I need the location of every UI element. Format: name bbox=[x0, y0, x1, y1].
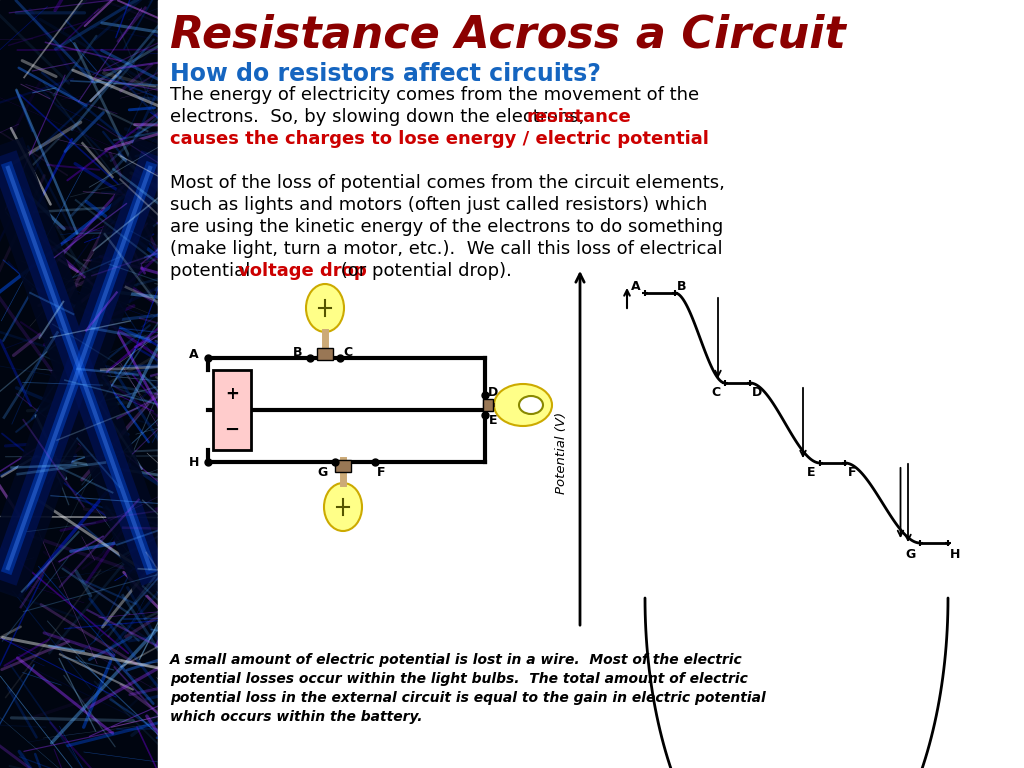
Text: voltage drop: voltage drop bbox=[238, 262, 367, 280]
Bar bbox=[0, 0, 158, 768]
Text: C: C bbox=[343, 346, 352, 359]
Bar bbox=[335, 460, 351, 472]
Text: are using the kinetic energy of the electrons to do something: are using the kinetic energy of the elec… bbox=[170, 218, 723, 236]
Bar bbox=[158, 0, 1024, 768]
Text: Potential (V): Potential (V) bbox=[555, 412, 568, 494]
Text: (make light, turn a motor, etc.).  We call this loss of electrical: (make light, turn a motor, etc.). We cal… bbox=[170, 240, 723, 258]
Bar bbox=[317, 348, 333, 360]
Text: potential loss in the external circuit is equal to the gain in electric potentia: potential loss in the external circuit i… bbox=[170, 691, 766, 705]
Text: A: A bbox=[189, 347, 199, 360]
Text: A: A bbox=[631, 280, 641, 293]
Text: G: G bbox=[906, 548, 916, 561]
Text: C: C bbox=[712, 386, 721, 399]
Text: electrons.  So, by slowing down the electrons,: electrons. So, by slowing down the elect… bbox=[170, 108, 590, 126]
Text: E: E bbox=[807, 466, 815, 479]
Text: G: G bbox=[317, 465, 328, 478]
Text: H: H bbox=[188, 455, 200, 468]
Text: B: B bbox=[677, 280, 687, 293]
Text: A small amount of electric potential is lost in a wire.  Most of the electric: A small amount of electric potential is … bbox=[170, 653, 742, 667]
Text: such as lights and motors (often just called resistors) which: such as lights and motors (often just ca… bbox=[170, 196, 708, 214]
Ellipse shape bbox=[324, 483, 362, 531]
Text: resistance: resistance bbox=[527, 108, 632, 126]
Text: (or potential drop).: (or potential drop). bbox=[335, 262, 512, 280]
Text: How do resistors affect circuits?: How do resistors affect circuits? bbox=[170, 62, 601, 86]
Ellipse shape bbox=[519, 396, 543, 414]
Text: F: F bbox=[377, 465, 385, 478]
Text: B: B bbox=[293, 346, 303, 359]
Text: D: D bbox=[487, 386, 498, 399]
Text: potential: potential bbox=[170, 262, 256, 280]
Bar bbox=[483, 399, 493, 411]
Text: F: F bbox=[848, 466, 856, 479]
Text: H: H bbox=[950, 548, 961, 561]
Text: causes the charges to lose energy / electric potential: causes the charges to lose energy / elec… bbox=[170, 130, 709, 148]
Text: D: D bbox=[752, 386, 762, 399]
Ellipse shape bbox=[494, 384, 552, 426]
Text: .: . bbox=[583, 130, 589, 148]
Text: which occurs within the battery.: which occurs within the battery. bbox=[170, 710, 423, 724]
Text: −: − bbox=[224, 421, 240, 439]
Text: +: + bbox=[225, 385, 239, 403]
Text: Most of the loss of potential comes from the circuit elements,: Most of the loss of potential comes from… bbox=[170, 174, 725, 192]
Bar bbox=[213, 370, 251, 450]
Text: E: E bbox=[488, 415, 498, 428]
Text: potential losses occur within the light bulbs.  The total amount of electric: potential losses occur within the light … bbox=[170, 672, 748, 686]
Text: The energy of electricity comes from the movement of the: The energy of electricity comes from the… bbox=[170, 86, 699, 104]
Ellipse shape bbox=[306, 284, 344, 332]
Text: Resistance Across a Circuit: Resistance Across a Circuit bbox=[170, 13, 846, 56]
